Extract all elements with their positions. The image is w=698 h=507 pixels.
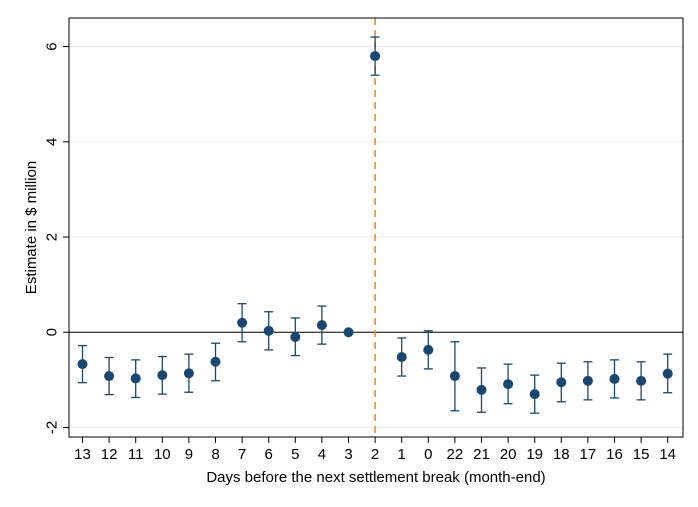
x-tick-label: 0 [424, 446, 432, 463]
x-tick-label: 19 [526, 446, 543, 463]
estimate-point [316, 320, 327, 331]
x-tick-label: 1 [398, 446, 406, 463]
estimate-point [237, 317, 248, 328]
y-tick-label: 0 [43, 328, 60, 336]
estimate-point [370, 51, 381, 62]
x-tick-label: 18 [553, 446, 570, 463]
estimate-point [183, 368, 194, 379]
reference-lines [69, 18, 683, 437]
estimate-point [423, 344, 434, 355]
estimate-point [636, 375, 647, 386]
x-tick-label: 5 [291, 446, 299, 463]
estimate-point [77, 359, 88, 370]
x-tick-label: 6 [265, 446, 273, 463]
estimate-point [396, 352, 407, 363]
estimate-point [263, 325, 274, 336]
estimate-point [529, 389, 540, 400]
estimate-point [290, 332, 301, 343]
data-marks [77, 36, 673, 414]
estimate-point [449, 371, 460, 382]
estimate-point [104, 371, 115, 382]
x-tick-label: 17 [580, 446, 597, 463]
x-tick-label: 11 [128, 446, 144, 463]
estimate-point [210, 356, 221, 367]
x-tick-label: 3 [344, 446, 352, 463]
x-tick-label: 20 [500, 446, 517, 463]
y-tick-label: 2 [43, 233, 60, 241]
x-axis: 13 12 11 10 9 8 7 6 5 4 3 2 1 0 22 21 20 19 18 17 16 15 14 [74, 437, 676, 463]
y-tick-label: -2 [43, 421, 60, 434]
x-tick-label: 4 [318, 446, 326, 463]
x-tick-label: 12 [101, 446, 118, 463]
estimate-point [130, 373, 141, 384]
x-tick-label: 22 [447, 446, 464, 463]
x-tick-label: 21 [473, 446, 490, 463]
estimate-point [343, 327, 354, 338]
estimate-point [609, 373, 620, 384]
x-tick-label: 15 [633, 446, 650, 463]
y-tick-label: 4 [43, 138, 60, 146]
estimate-point [476, 384, 487, 395]
x-tick-label: 8 [211, 446, 219, 463]
estimate-point [582, 375, 593, 386]
x-tick-label: 2 [371, 446, 379, 463]
x-tick-label: 10 [154, 446, 171, 463]
x-axis-title: Days before the next settlement break (m… [206, 469, 545, 486]
x-tick-label: 14 [659, 446, 676, 463]
x-tick-label: 13 [74, 446, 91, 463]
y-axis: -2 0 2 4 6 [43, 42, 69, 434]
x-tick-label: 7 [238, 446, 246, 463]
estimate-point [157, 370, 168, 381]
estimate-point [662, 368, 673, 379]
x-tick-label: 9 [185, 446, 193, 463]
plot-frame [68, 17, 684, 438]
estimate-point [556, 377, 567, 388]
estimate-point [503, 379, 514, 390]
x-tick-label: 16 [606, 446, 623, 463]
y-tick-label: 6 [43, 42, 60, 50]
y-axis-title: Estimate in $ million [23, 161, 40, 294]
